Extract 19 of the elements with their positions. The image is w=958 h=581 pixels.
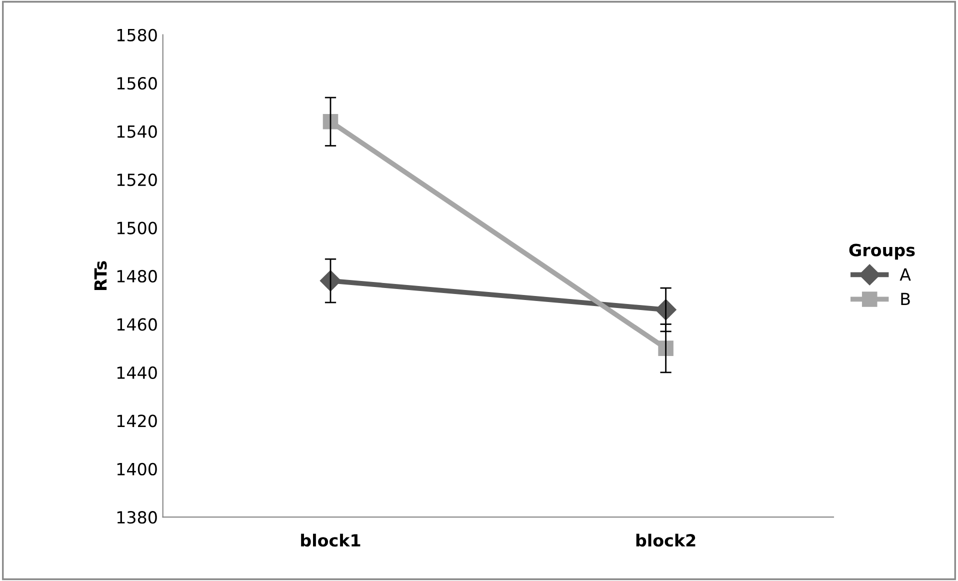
- y-tick-label: 1580: [117, 28, 157, 42]
- x-tick-label: block2: [636, 534, 696, 547]
- y-tick-label: 1560: [117, 77, 157, 90]
- y-tick-label: 1520: [117, 173, 157, 186]
- y-tick-label: 1440: [117, 366, 157, 379]
- x-tick-label: block1: [301, 534, 360, 547]
- point: [322, 114, 338, 130]
- y-tick-label: 1400: [117, 462, 157, 476]
- legend-title: Groups: [849, 244, 915, 260]
- point: [320, 270, 342, 292]
- y-tick-label: 1460: [117, 318, 157, 331]
- y-tick-label: 1540: [117, 125, 157, 138]
- y-tick-label: 1380: [117, 511, 157, 524]
- y-tick-label: 1500: [117, 222, 157, 234]
- legend-label: A: [900, 268, 911, 281]
- y-axis-title: RTs: [94, 261, 107, 290]
- y-tick-label: 1420: [117, 414, 157, 428]
- legend-label: B: [901, 292, 910, 306]
- y-tick-label: 1480: [117, 270, 157, 283]
